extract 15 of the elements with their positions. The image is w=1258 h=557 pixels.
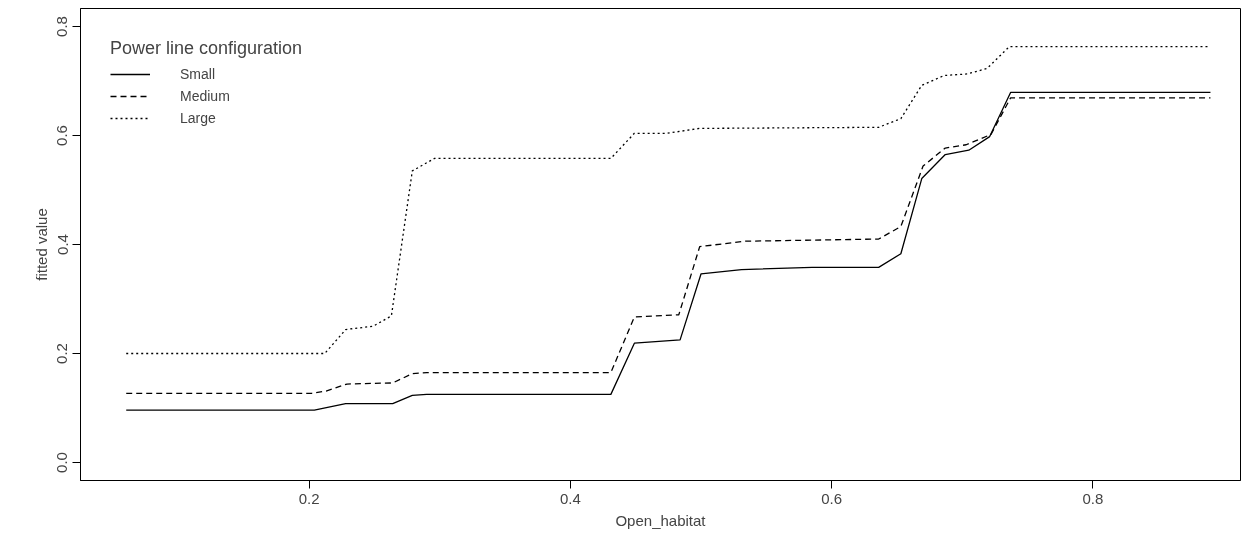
y-axis-title: fitted value bbox=[32, 208, 50, 281]
x-tick-label: 0.4 bbox=[559, 489, 581, 507]
legend-title: Power line configuration bbox=[110, 38, 303, 59]
x-tick-label: 0.2 bbox=[298, 489, 320, 507]
legend-label: Small bbox=[180, 66, 216, 82]
y-tick-label: 0.8 bbox=[53, 16, 71, 37]
x-tick-label: 0.8 bbox=[1082, 489, 1104, 507]
x-tick-label: 0.6 bbox=[821, 489, 843, 507]
y-tick-label: 0.4 bbox=[53, 234, 71, 255]
legend-label: Medium bbox=[180, 88, 230, 104]
legend-label: Large bbox=[180, 110, 216, 126]
y-tick-label: 0.0 bbox=[53, 452, 71, 473]
y-tick-label: 0.6 bbox=[53, 125, 71, 146]
x-axis-title: Open_habitat bbox=[615, 511, 707, 529]
y-tick-label: 0.2 bbox=[53, 343, 71, 364]
